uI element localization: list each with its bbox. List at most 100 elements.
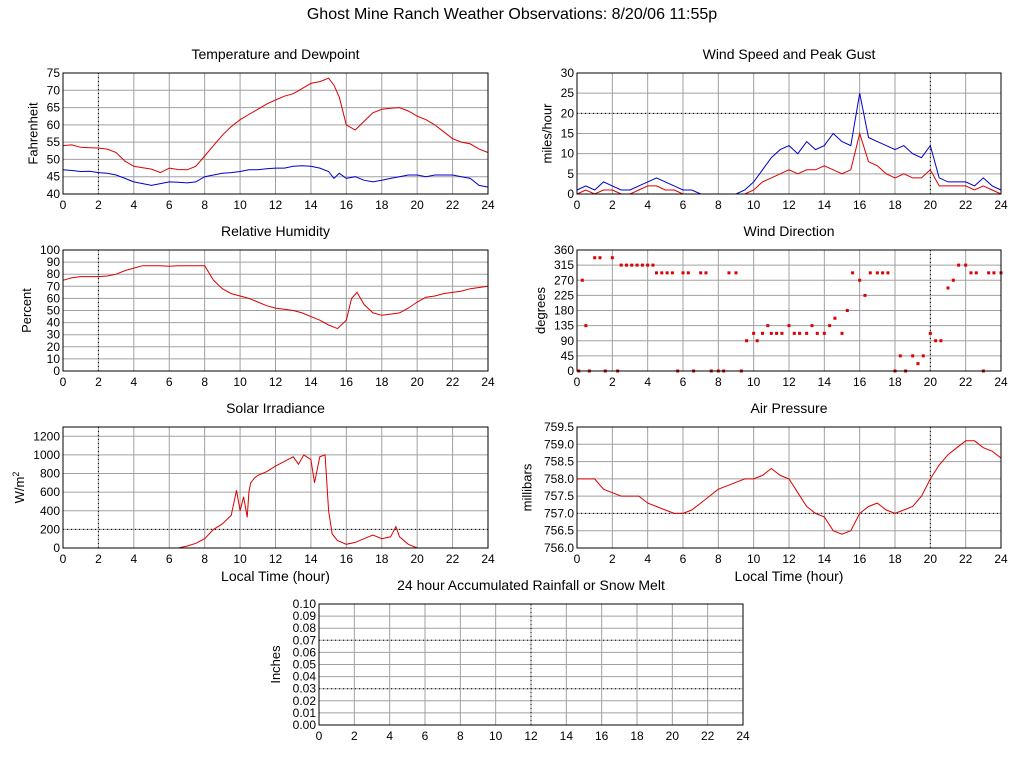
data-point — [598, 256, 602, 260]
data-point — [992, 271, 996, 275]
data-point — [798, 331, 802, 335]
wind-direction-chart: 0 2 4 6 8 10 12 14 16 18 20 22 240459013518022527031… — [533, 223, 1008, 389]
humidity-ylabel: Percent — [19, 288, 34, 333]
x-tick-label: 20 — [924, 198, 938, 212]
y-tick-label: 0.01 — [293, 706, 317, 720]
x-tick-label: 18 — [888, 552, 902, 566]
wind-speed-grid — [576, 72, 1002, 195]
y-tick-label: 315 — [554, 258, 574, 272]
x-tick-label: 2 — [609, 375, 616, 389]
y-tick-label: 45 — [47, 170, 61, 184]
wind-direction-ylabel: degrees — [533, 287, 548, 334]
y-tick-label: 20 — [47, 340, 61, 354]
y-tick-label: 10 — [47, 352, 61, 366]
x-tick-label: 8 — [201, 552, 208, 566]
x-tick-label: 4 — [130, 552, 137, 566]
y-tick-label: 100 — [40, 243, 60, 257]
x-tick-label: 20 — [924, 552, 938, 566]
y-tick-label: 360 — [554, 243, 574, 257]
x-tick-label: 22 — [446, 552, 460, 566]
data-point — [584, 324, 588, 328]
x-tick-label: 4 — [130, 198, 137, 212]
x-tick-label: 12 — [269, 375, 283, 389]
y-tick-label: 0 — [53, 364, 60, 378]
wind-direction-grid — [576, 249, 1002, 372]
y-tick-label: 757.0 — [544, 506, 574, 520]
data-point — [934, 339, 938, 343]
y-tick-label: 90 — [561, 334, 575, 348]
x-tick-label: 4 — [130, 375, 137, 389]
y-tick-label: 0.04 — [293, 670, 317, 684]
data-point — [646, 263, 650, 267]
x-tick-label: 12 — [269, 552, 283, 566]
y-tick-label: 759.5 — [544, 420, 574, 434]
x-tick-label: 20 — [410, 198, 424, 212]
data-point — [863, 293, 867, 297]
y-tick-label: 756.0 — [544, 541, 574, 555]
solar-ylabel: W/m2 — [11, 472, 27, 504]
x-tick-label: 20 — [410, 375, 424, 389]
data-point — [946, 286, 950, 290]
data-point — [828, 324, 832, 328]
data-point — [651, 263, 655, 267]
y-tick-label: 55 — [47, 135, 61, 149]
x-tick-label: 16 — [340, 198, 354, 212]
x-tick-label: 0 — [60, 198, 67, 212]
x-tick-label: 4 — [644, 552, 651, 566]
solar-xlabel: Local Time (hour) — [221, 568, 330, 584]
x-tick-label: 18 — [888, 198, 902, 212]
y-tick-label: 70 — [47, 83, 61, 97]
x-tick-label: 6 — [680, 552, 687, 566]
page-title: Ghost Mine Ranch Weather Observations: 8… — [306, 6, 718, 23]
data-point — [769, 331, 773, 335]
x-tick-label: 12 — [782, 552, 796, 566]
data-point — [810, 324, 814, 328]
x-tick-label: 22 — [959, 375, 973, 389]
x-tick-label: 8 — [201, 198, 208, 212]
y-tick-label: 600 — [40, 485, 60, 499]
y-tick-label: 40 — [47, 187, 61, 201]
data-point — [911, 354, 915, 358]
data-point — [665, 271, 669, 275]
data-point — [858, 278, 862, 282]
data-point — [752, 331, 756, 335]
x-tick-label: 0 — [574, 198, 581, 212]
data-point — [699, 271, 703, 275]
wind-speed-plot-frame — [576, 72, 1002, 195]
solar-chart: 0 2 4 6 8 10 12 14 16 18 20 22 240200400600800100012… — [11, 400, 495, 584]
humidity-title: Relative Humidity — [221, 223, 330, 239]
data-point — [670, 271, 674, 275]
y-tick-label: 0.07 — [293, 633, 317, 647]
x-tick-label: 24 — [994, 198, 1008, 212]
x-tick-label: 10 — [233, 198, 247, 212]
x-tick-label: 4 — [644, 375, 651, 389]
y-tick-label: 0 — [567, 364, 574, 378]
y-tick-label: 80 — [47, 267, 61, 281]
x-tick-label: 10 — [747, 198, 761, 212]
x-tick-label: 24 — [481, 375, 495, 389]
x-tick-label: 18 — [375, 375, 389, 389]
x-tick-label: 12 — [782, 375, 796, 389]
y-tick-label: 45 — [561, 349, 575, 363]
x-tick-label: 6 — [166, 375, 173, 389]
y-tick-label: 758.5 — [544, 455, 574, 469]
x-tick-label: 12 — [782, 198, 796, 212]
y-tick-label: 0.09 — [293, 609, 317, 623]
y-tick-label: 75 — [47, 66, 61, 80]
data-point — [580, 278, 584, 282]
temperature-title: Temperature and Dewpoint — [191, 46, 359, 62]
y-tick-label: 50 — [47, 304, 61, 318]
rainfall-chart: 0 2 4 6 8 10 12 14 16 18 20 22 240.000.010.020.030.0… — [268, 577, 750, 743]
x-tick-label: 22 — [959, 198, 973, 212]
data-point — [780, 331, 784, 335]
temperature-grid — [62, 72, 489, 195]
y-tick-label: 65 — [47, 101, 61, 115]
x-tick-label: 2 — [95, 552, 102, 566]
data-point — [660, 271, 664, 275]
x-tick-label: 8 — [457, 729, 464, 743]
x-tick-label: 14 — [818, 375, 832, 389]
data-point — [761, 331, 764, 335]
y-tick-label: 1200 — [33, 429, 60, 443]
x-tick-label: 6 — [166, 198, 173, 212]
